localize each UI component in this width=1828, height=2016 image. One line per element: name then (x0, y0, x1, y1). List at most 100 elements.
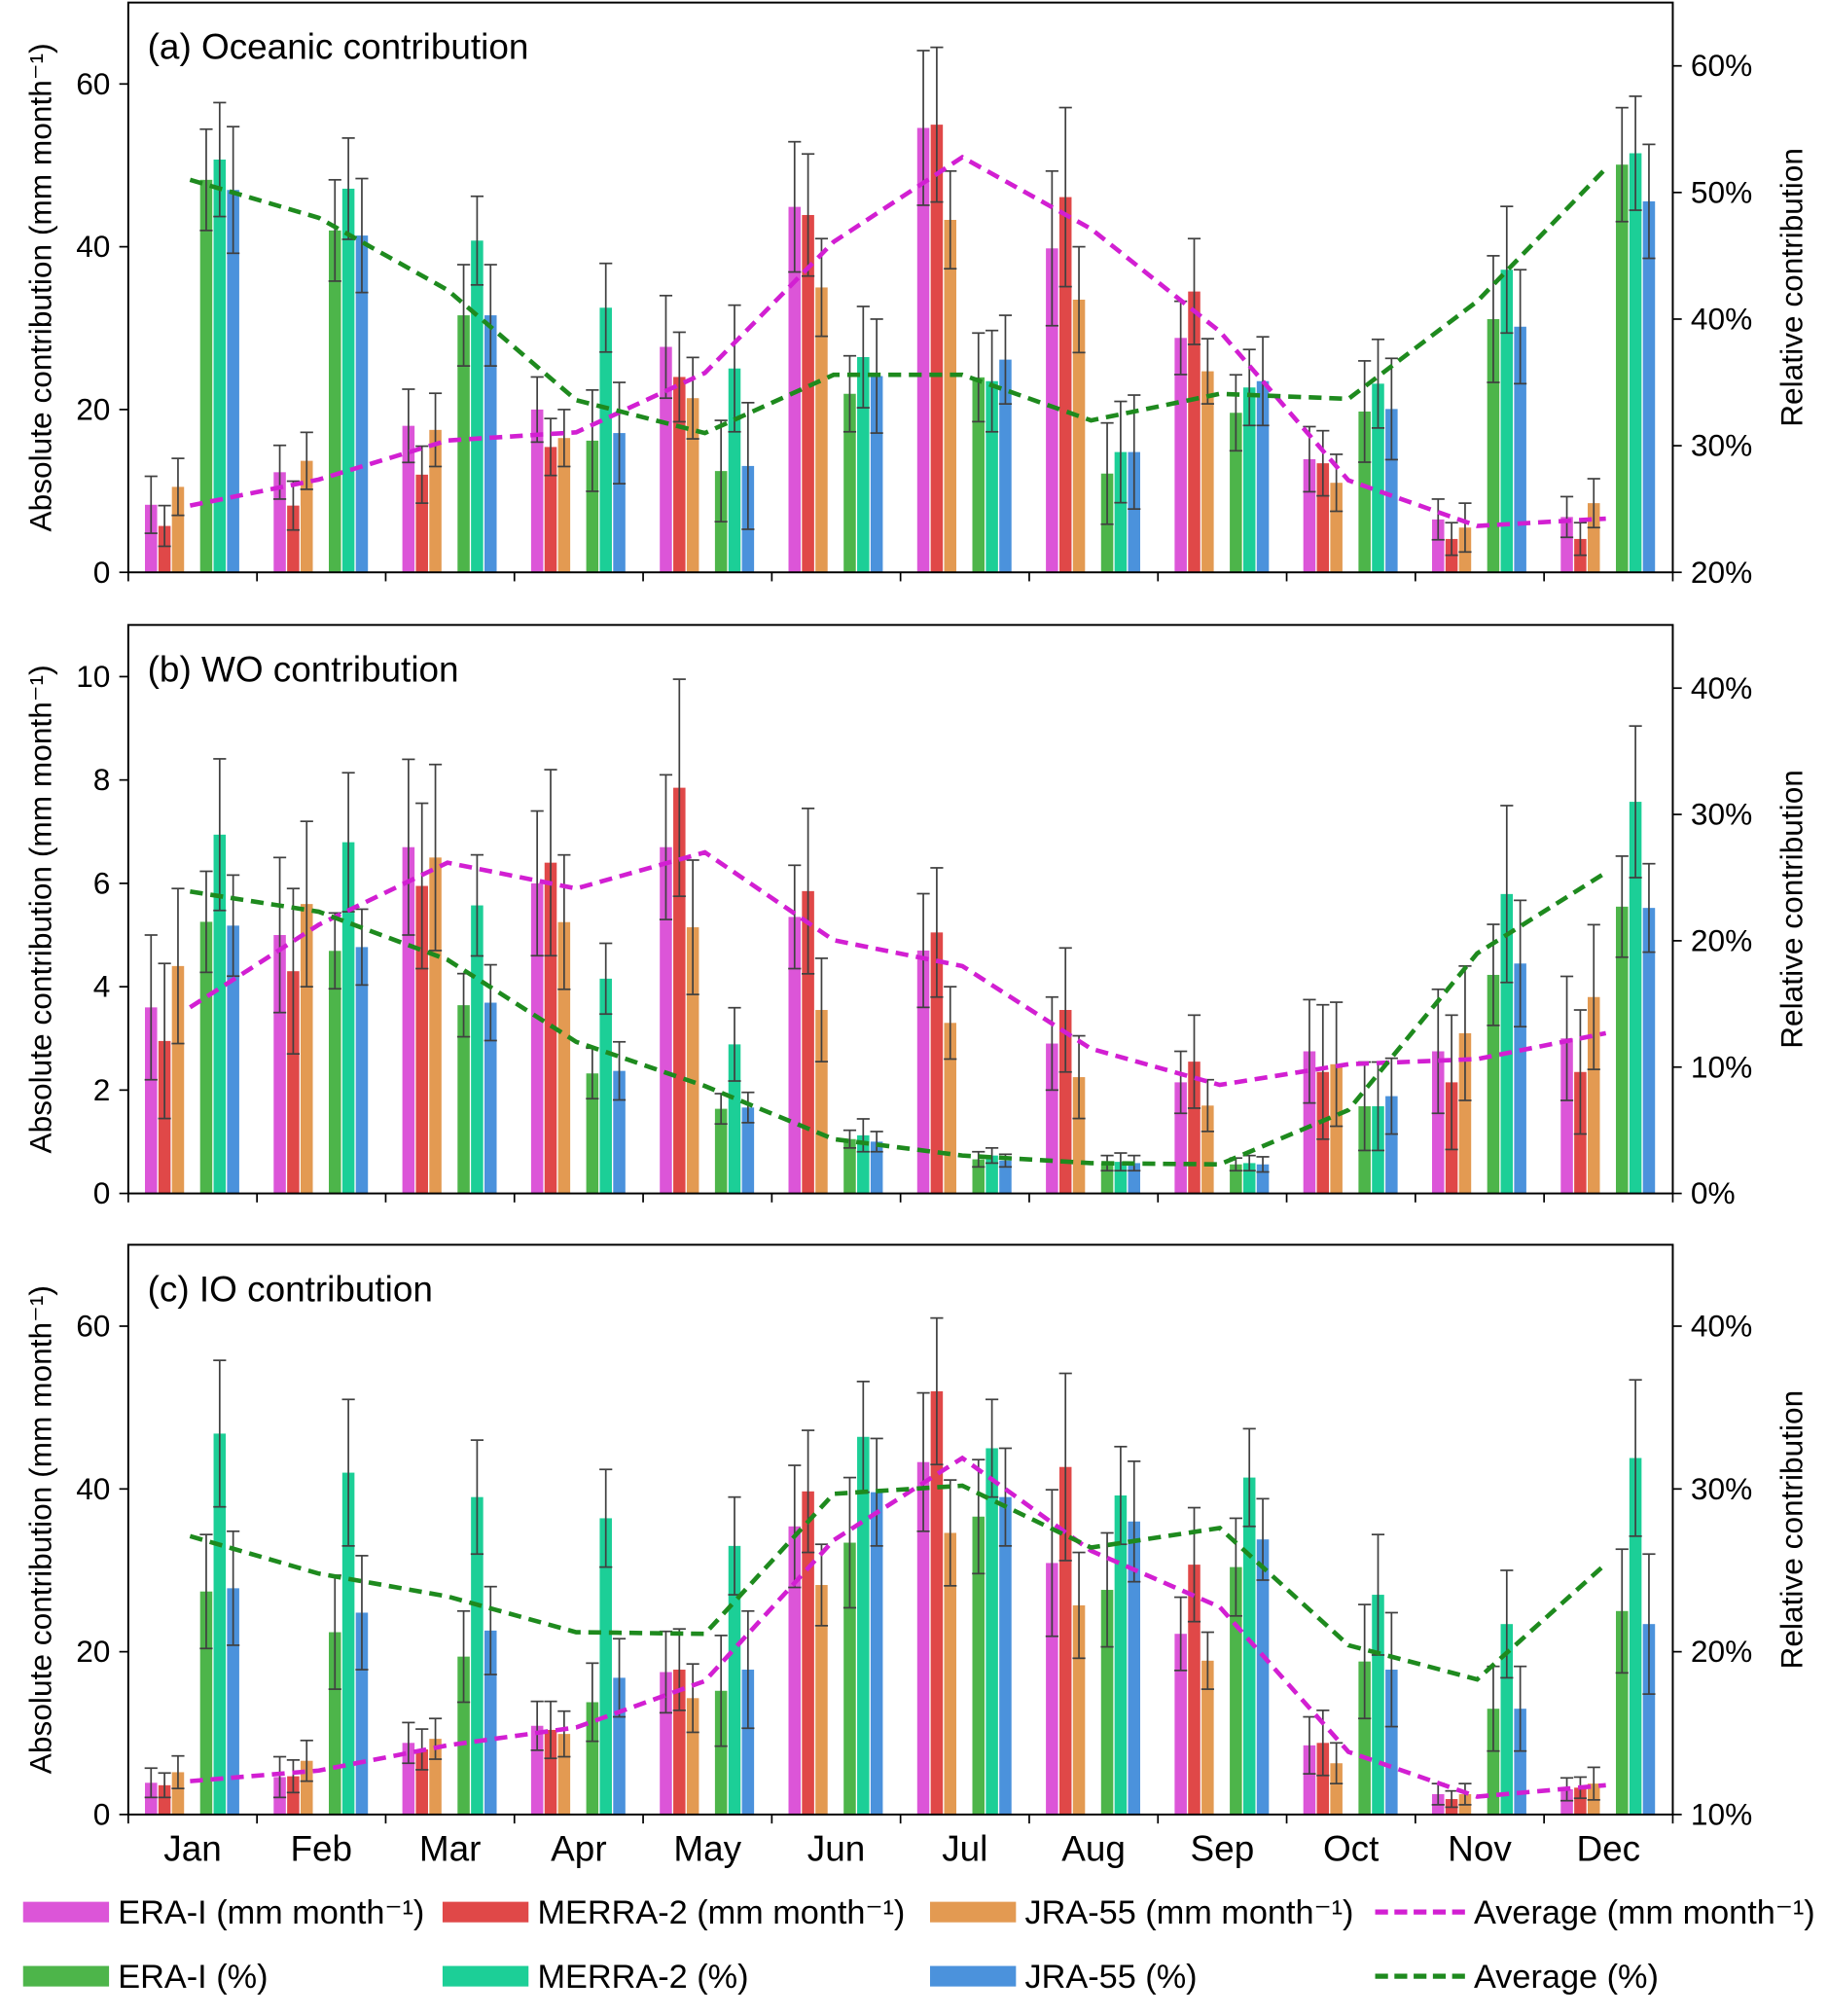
bar (171, 486, 185, 573)
bar (1316, 1743, 1330, 1815)
error-bar (686, 1663, 699, 1734)
error-bar (272, 856, 287, 1014)
bar (1514, 326, 1526, 573)
bar (1046, 1563, 1058, 1815)
error-bar (355, 908, 369, 987)
error-bar (1358, 360, 1372, 463)
bar (429, 857, 442, 1194)
error-bar (328, 178, 341, 282)
bar (1114, 451, 1128, 573)
error-bar (1445, 522, 1458, 557)
error-bar (930, 1316, 944, 1466)
bar (802, 1491, 814, 1815)
bar (972, 1516, 986, 1815)
error-bar (544, 769, 557, 957)
error-bar (599, 262, 613, 353)
legend-swatch (22, 1901, 110, 1923)
x-tick-label: Dec (1576, 1828, 1640, 1868)
legend-item: MERRA-2 (%) (442, 1959, 748, 1996)
error-bar (1629, 725, 1642, 879)
error-bar (484, 1585, 497, 1675)
y2-tick-label: 50% (1691, 174, 1752, 209)
error-bar (1573, 522, 1587, 557)
error-bar (300, 820, 313, 988)
bar (586, 1073, 599, 1194)
bar (1046, 1043, 1058, 1194)
bar (273, 472, 286, 573)
panel-title: (c) IO contribution (148, 1269, 433, 1309)
bar (1514, 963, 1526, 1194)
bar (213, 160, 227, 573)
error-bar (1303, 998, 1316, 1104)
error-bar (586, 1662, 599, 1743)
bar (788, 206, 802, 573)
error-bar (144, 934, 158, 1081)
error-bar (1229, 374, 1242, 452)
error-bar (1500, 205, 1514, 335)
error-bar (1201, 338, 1214, 405)
y2-tick-label: 40% (1691, 302, 1752, 337)
y-tick-label: 6 (93, 865, 111, 900)
error-bar (456, 1609, 471, 1704)
bar (930, 1390, 944, 1815)
error-bar (788, 1464, 802, 1589)
y2-tick-label: 0% (1691, 1175, 1736, 1210)
bar (530, 1725, 544, 1815)
bar (1629, 1458, 1642, 1815)
bar (673, 1670, 686, 1815)
x-tick-label: Aug (1061, 1828, 1126, 1868)
y-tick-label: 20 (76, 391, 110, 426)
error-bar (972, 1458, 986, 1575)
error-bar (144, 1767, 158, 1799)
bar (530, 409, 544, 573)
bar (1431, 519, 1445, 573)
error-bar (470, 195, 484, 286)
error-bar (1587, 478, 1600, 529)
bar (1642, 908, 1656, 1194)
bar (1188, 1062, 1201, 1194)
error-bar (530, 1700, 544, 1751)
bar (802, 214, 814, 573)
error-bar (612, 1040, 627, 1101)
error-bar (1371, 338, 1385, 429)
error-bar (1256, 1156, 1270, 1173)
bar (686, 398, 699, 573)
bar (1188, 291, 1201, 573)
bar (586, 440, 599, 573)
bar (1372, 1595, 1384, 1815)
legend-swatch (929, 1901, 1017, 1923)
bar (1629, 802, 1642, 1194)
error-bar (1615, 855, 1629, 958)
bar (484, 1630, 497, 1815)
bar (741, 1107, 755, 1194)
bar (1560, 517, 1573, 573)
error-bar (916, 892, 930, 1009)
bar (916, 127, 930, 573)
y2-tick-label: 30% (1691, 428, 1752, 463)
error-bar (1587, 923, 1600, 1070)
bar (986, 1155, 998, 1194)
bar (916, 1461, 930, 1815)
bar (273, 935, 286, 1194)
legend-swatch (929, 1965, 1017, 1987)
error-bar (1384, 1611, 1398, 1728)
legend-label: JRA-55 (%) (1025, 1959, 1198, 1996)
bar (1385, 409, 1398, 573)
error-bar (586, 388, 599, 492)
y-tick-label: 0 (93, 1175, 111, 1210)
bar (1303, 1745, 1316, 1815)
bar (843, 1542, 856, 1815)
y2-tick-label: 20% (1691, 922, 1752, 957)
legend-item: Average (mm month⁻¹) (1375, 1894, 1815, 1931)
bar (171, 1772, 185, 1815)
bar (870, 376, 883, 573)
bar (457, 1005, 470, 1194)
error-bar (1072, 1034, 1086, 1120)
bar (944, 1023, 957, 1194)
error-bar (788, 140, 802, 273)
bar (1242, 1477, 1256, 1815)
bar (660, 346, 672, 573)
average-percent-line (190, 870, 1607, 1168)
x-tick-label: May (673, 1828, 741, 1868)
error-bar (842, 1129, 857, 1149)
